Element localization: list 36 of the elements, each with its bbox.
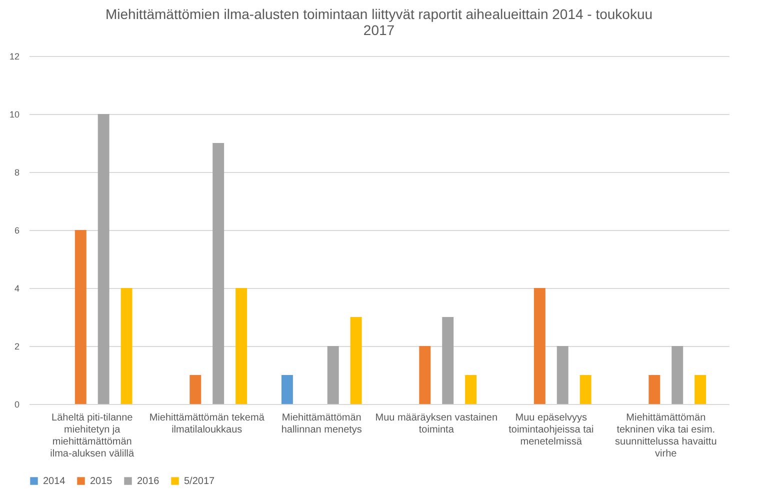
legend-label: 2014 — [43, 476, 66, 487]
x-tick-label: Miehittämättömän tekemä ilmatilaloukkaus — [149, 412, 265, 436]
bar — [672, 346, 684, 404]
bar — [327, 346, 339, 404]
bar — [648, 375, 660, 404]
bar — [442, 317, 454, 404]
y-tick-label: 0 — [14, 400, 20, 410]
x-tick-label: Muu epäselvyys toimintaohjeissa tai menetelmissä — [508, 412, 594, 448]
x-tick-label: Läheltä piti-tilanne miehitetyn ja miehittämättömän ilma-aluksen välillä — [50, 412, 135, 460]
bar — [556, 346, 568, 404]
bar — [419, 346, 431, 404]
bar — [281, 375, 293, 404]
y-tick-label: 6 — [14, 226, 20, 236]
bar — [580, 375, 592, 404]
bar — [190, 375, 202, 404]
bar — [465, 375, 477, 404]
legend-label: 2015 — [90, 476, 113, 487]
y-tick-label: 2 — [14, 342, 20, 352]
chart-title: Miehittämättömien ilma-alusten toimintaan liittyvät raportit aihealueittain 2014 - toukokuu 2017 — [105, 6, 653, 38]
legend-label: 2016 — [137, 476, 160, 487]
bar — [98, 114, 110, 404]
y-tick-label: 8 — [14, 168, 20, 178]
y-tick-label: 10 — [9, 110, 20, 120]
bar — [350, 317, 362, 404]
y-tick-label: 4 — [14, 284, 20, 294]
y-tick-label: 12 — [9, 52, 20, 62]
bar — [236, 288, 248, 404]
x-tick-label: Muu määräyksen vastainen toiminta — [375, 412, 498, 436]
bar — [120, 288, 132, 404]
bar — [74, 230, 86, 404]
bar — [694, 375, 706, 404]
bar — [534, 288, 546, 404]
x-tick-label: Miehittämättömän tekninen vika tai esim. suunnittelussa havaittu virhe — [615, 412, 717, 460]
bar — [212, 143, 224, 404]
legend-label: 5/2017 — [184, 476, 216, 487]
x-tick-label: Miehittämättömän hallinnan menetys — [281, 412, 362, 436]
